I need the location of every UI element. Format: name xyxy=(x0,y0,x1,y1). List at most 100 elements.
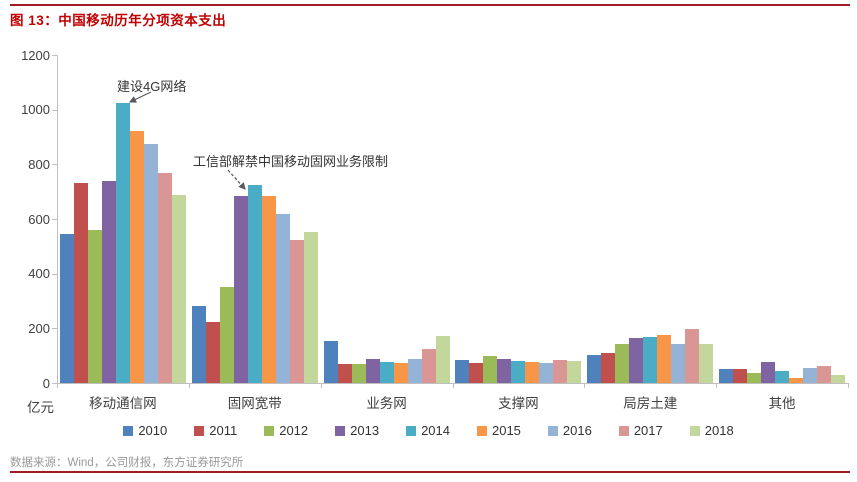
bar-2012-业务网 xyxy=(351,364,366,383)
x-axis-category-label: 支撑网 xyxy=(498,396,539,411)
legend-item-2013: 2013 xyxy=(335,423,379,438)
bar-2013-固网宽带 xyxy=(233,195,248,383)
bar-2014-业务网 xyxy=(379,361,394,383)
legend-label-2013: 2013 xyxy=(350,423,380,438)
y-axis-tick-label: 600 xyxy=(28,211,50,227)
y-axis-tick-label: 400 xyxy=(28,266,50,282)
bar-2013-局房土建 xyxy=(629,338,644,383)
bar-2016-业务网 xyxy=(407,358,422,383)
y-axis-tick-mark xyxy=(52,109,57,111)
bar-2015-移动通信网 xyxy=(129,130,144,383)
bar-2015-支撑网 xyxy=(525,362,540,383)
bar-2018-移动通信网 xyxy=(171,194,186,383)
legend-label-2016: 2016 xyxy=(562,423,592,438)
bar-2013-业务网 xyxy=(365,359,380,383)
x-axis-tick-mark xyxy=(320,383,322,388)
bar-2010-局房土建 xyxy=(587,355,602,383)
bar-2018-其他 xyxy=(831,375,846,383)
legend-swatch-2013 xyxy=(335,425,346,436)
bar-2015-其他 xyxy=(789,378,804,383)
bar-2012-移动通信网 xyxy=(87,229,102,383)
bar-2010-业务网 xyxy=(323,340,338,383)
x-axis-tick-mark xyxy=(584,383,586,388)
bar-2010-固网宽带 xyxy=(191,306,206,383)
bar-2014-支撑网 xyxy=(511,360,526,383)
legend-item-2015: 2015 xyxy=(476,423,521,438)
page-title: 图 13：中国移动历年分项资本支出 xyxy=(10,13,227,28)
legend-item-2018: 2018 xyxy=(689,423,734,438)
legend-item-2011: 2011 xyxy=(194,423,237,438)
legend-label-2018: 2018 xyxy=(704,423,734,438)
legend-label-2015: 2015 xyxy=(491,423,521,438)
bar-2017-支撑网 xyxy=(553,360,568,383)
bar-2016-其他 xyxy=(803,367,818,383)
bar-2011-支撑网 xyxy=(469,363,484,383)
bar-2014-移动通信网 xyxy=(115,102,130,383)
legend-label-2014: 2014 xyxy=(421,423,450,438)
bar-2010-移动通信网 xyxy=(59,234,74,383)
bar-2017-固网宽带 xyxy=(289,239,304,383)
legend-swatch-2016 xyxy=(547,425,558,436)
annotation-arrow-dashed xyxy=(227,169,246,190)
y-axis-tick-label: 800 xyxy=(28,156,50,172)
data-source-note: 数据来源：Wind，公司财报，东方证券研究所 xyxy=(10,457,244,469)
bottom-rule-divider xyxy=(10,471,850,473)
bar-2011-其他 xyxy=(733,368,748,383)
bar-2012-局房土建 xyxy=(615,344,630,383)
bar-2016-固网宽带 xyxy=(275,213,290,383)
bar-2010-支撑网 xyxy=(455,359,470,383)
bar-2012-固网宽带 xyxy=(219,287,234,383)
legend-label-2011: 2011 xyxy=(209,423,238,438)
legend-swatch-2017 xyxy=(618,425,629,436)
y-axis-tick-label: 1000 xyxy=(21,102,50,118)
top-rule-divider xyxy=(10,4,850,6)
x-axis-category-label: 固网宽带 xyxy=(227,396,282,411)
x-axis-category-label: 业务网 xyxy=(366,396,407,411)
legend-label-2010: 2010 xyxy=(138,423,168,438)
y-axis-tick-mark xyxy=(52,55,57,56)
bar-2017-局房土建 xyxy=(685,329,700,383)
bar-2011-局房土建 xyxy=(601,352,616,383)
legend-swatch-2011 xyxy=(194,425,205,436)
y-axis-line xyxy=(57,55,58,383)
legend-swatch-2018 xyxy=(689,425,700,436)
y-axis-tick-mark xyxy=(52,328,57,330)
legend-item-2012: 2012 xyxy=(264,423,308,438)
x-axis-category-label: 移动通信网 xyxy=(89,396,157,411)
x-axis-category-label: 局房土建 xyxy=(623,396,678,411)
bar-2014-局房土建 xyxy=(643,336,658,383)
legend-item-2014: 2014 xyxy=(406,423,450,438)
bar-2010-其他 xyxy=(719,369,734,383)
legend-item-2017: 2017 xyxy=(618,423,663,438)
legend-swatch-2010 xyxy=(123,425,134,436)
y-axis-unit-label: 亿元 xyxy=(27,400,54,415)
bar-2016-移动通信网 xyxy=(143,143,158,383)
bar-2015-局房土建 xyxy=(657,334,672,383)
bar-2016-局房土建 xyxy=(671,344,686,383)
bar-2012-支撑网 xyxy=(483,356,498,383)
bar-2018-固网宽带 xyxy=(303,232,318,383)
x-axis-tick-mark xyxy=(848,383,849,388)
legend-swatch-2015 xyxy=(476,425,487,436)
annotation-4g-network: 建设4G网络 xyxy=(117,79,187,94)
legend-item-2016: 2016 xyxy=(547,423,592,438)
legend-label-2012: 2012 xyxy=(279,423,309,438)
legend-label-2017: 2017 xyxy=(633,423,663,438)
x-axis-tick-mark xyxy=(57,383,58,388)
bar-2017-业务网 xyxy=(421,348,436,383)
bar-2016-支撑网 xyxy=(539,363,554,383)
bar-2013-移动通信网 xyxy=(101,180,116,383)
bar-2017-移动通信网 xyxy=(157,173,172,383)
x-axis-category-label: 其他 xyxy=(768,396,796,411)
y-axis-tick-label: 0 xyxy=(42,375,50,391)
bar-2017-其他 xyxy=(817,366,832,383)
legend-swatch-2012 xyxy=(264,425,275,436)
bar-2018-业务网 xyxy=(435,336,450,383)
bar-2012-其他 xyxy=(747,372,762,383)
bar-2015-固网宽带 xyxy=(261,195,276,383)
y-axis-tick-label: 1200 xyxy=(21,47,50,63)
annotation-fixed-network-ban-lift: 工信部解禁中国移动固网业务限制 xyxy=(193,154,389,169)
y-axis-tick-mark xyxy=(52,164,57,166)
bar-2013-其他 xyxy=(761,361,776,383)
